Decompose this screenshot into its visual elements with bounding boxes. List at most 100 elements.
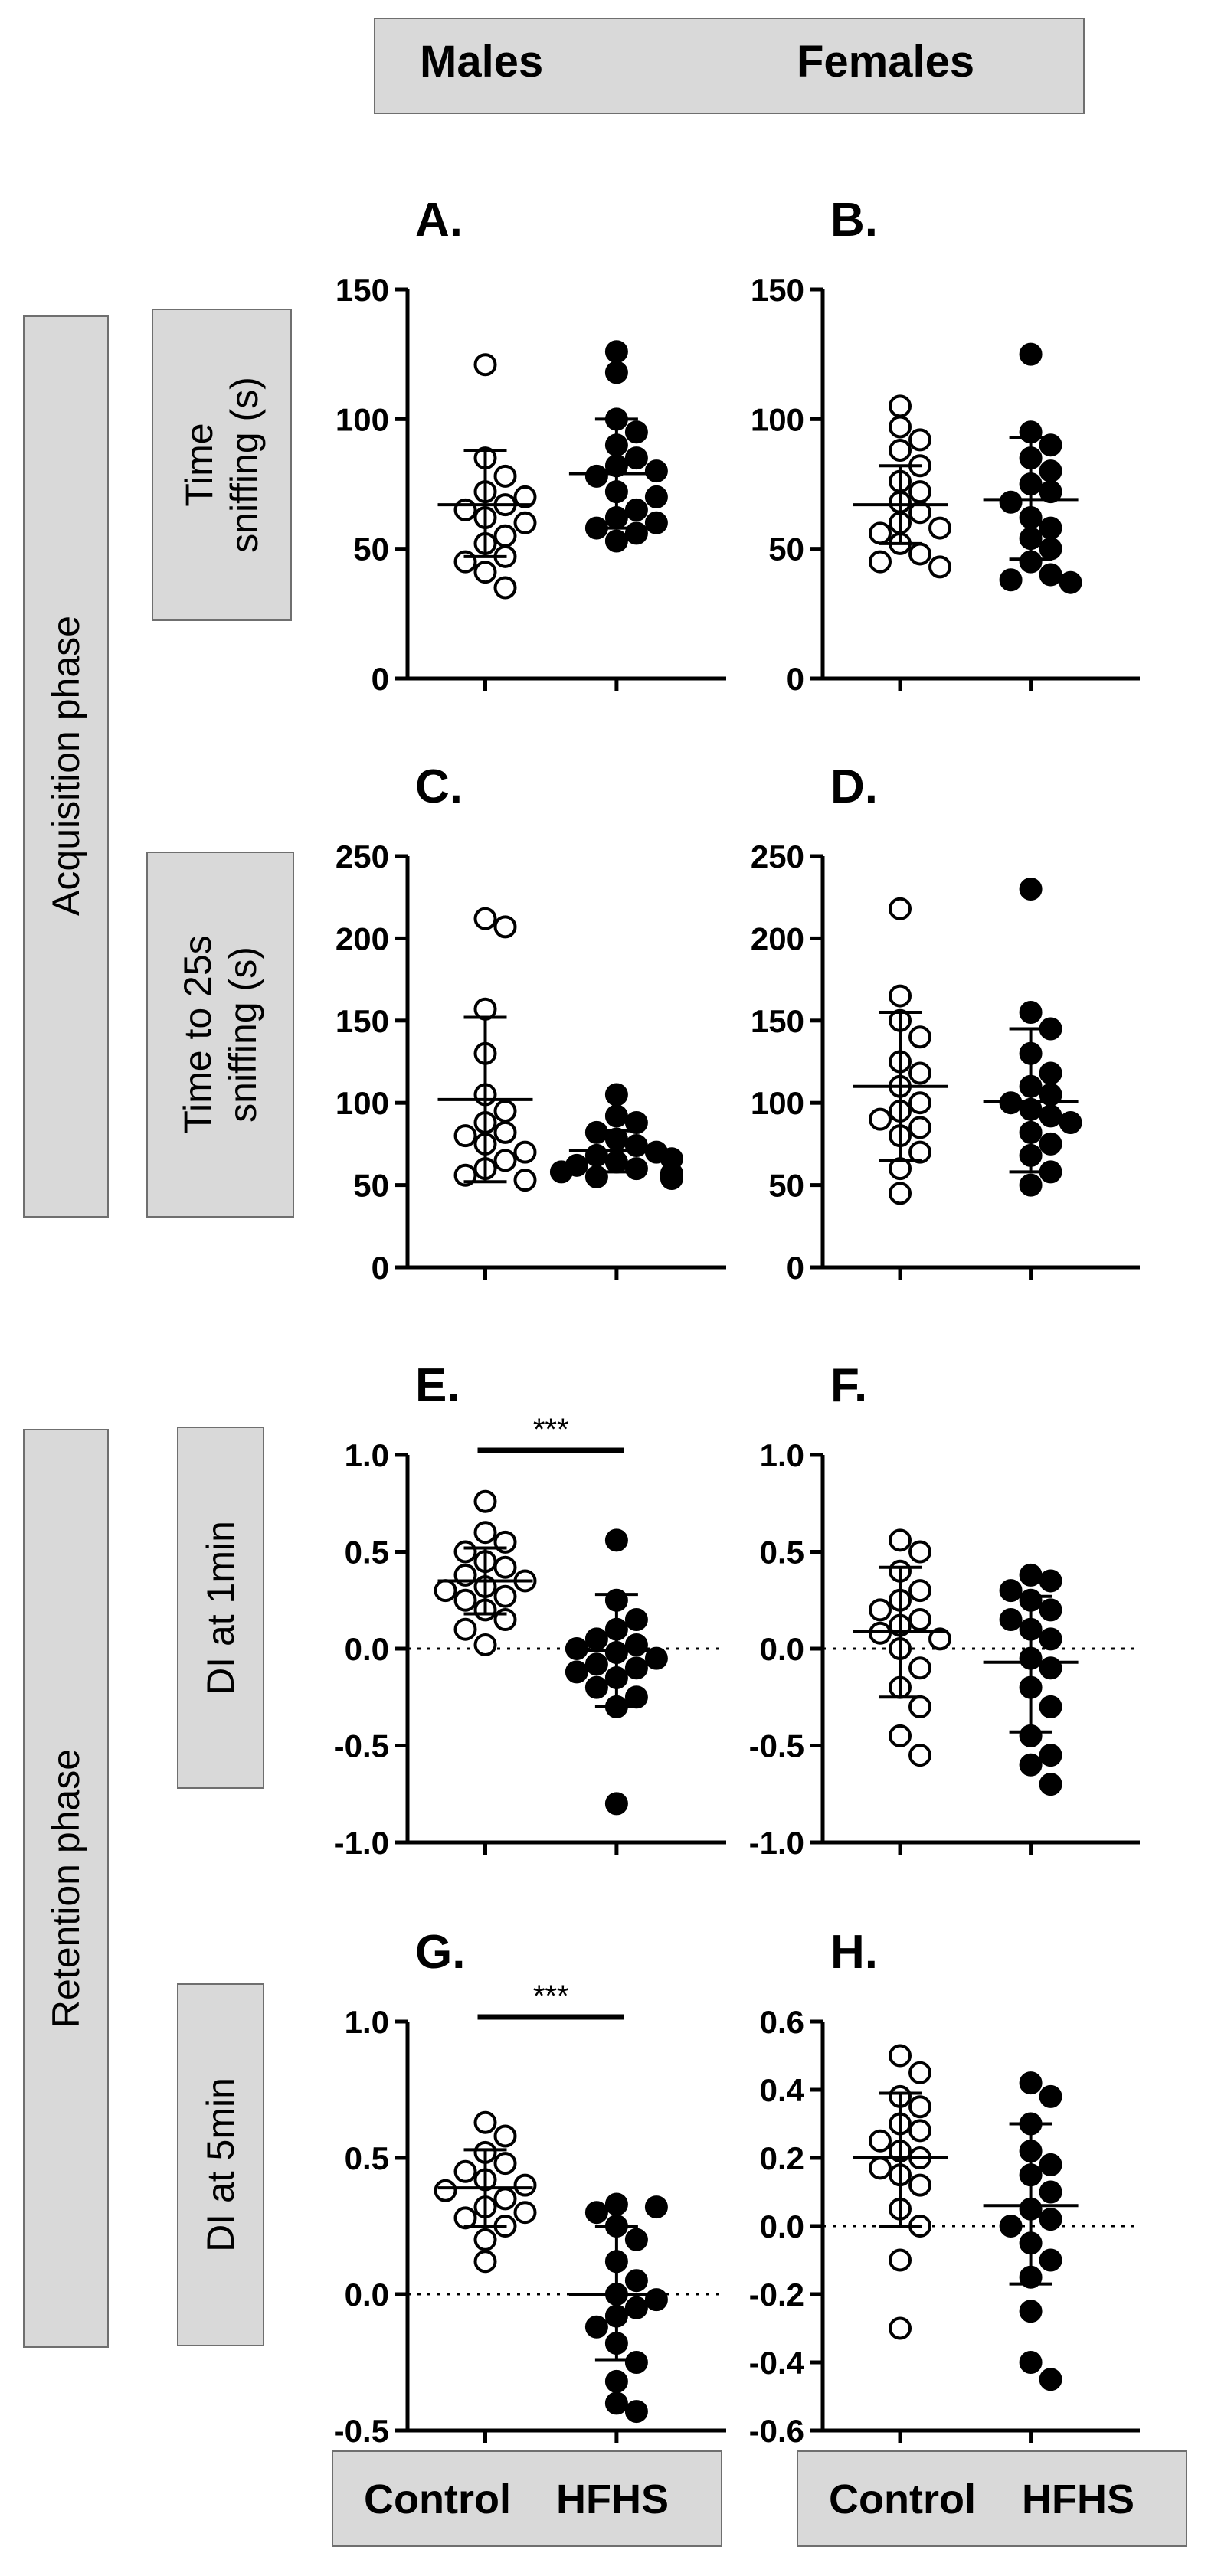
- hfhs-point: [604, 340, 628, 364]
- hfhs-point: [624, 1157, 648, 1181]
- y-tick-label: -0.2: [749, 2277, 804, 2313]
- hfhs-point: [624, 2351, 648, 2374]
- hfhs-point: [604, 529, 628, 553]
- control-point: [493, 524, 517, 548]
- control-point: [513, 485, 537, 508]
- hfhs-point: [624, 2400, 648, 2424]
- hfhs-point: [604, 2192, 628, 2216]
- y-tick-label: -0.5: [749, 1728, 804, 1764]
- hfhs-point: [624, 521, 648, 545]
- control-point: [869, 1598, 892, 1622]
- control-point: [908, 2173, 932, 2197]
- y-tick-label: 100: [336, 401, 389, 437]
- y-tick-label: 50: [768, 531, 804, 567]
- control-point: [869, 550, 892, 574]
- control-point: [453, 1124, 477, 1148]
- hfhs-point: [1059, 1110, 1082, 1134]
- panel-title: C.: [415, 760, 463, 813]
- hfhs-point: [1019, 2071, 1043, 2095]
- hfhs-point: [1059, 570, 1082, 594]
- control-point: [908, 428, 932, 452]
- control-point: [513, 2201, 537, 2225]
- hfhs-point: [584, 2315, 608, 2339]
- control-point: [453, 1540, 477, 1564]
- hfhs-point: [1039, 1744, 1062, 1767]
- control-point: [493, 2187, 517, 2211]
- hfhs-point: [584, 1627, 608, 1651]
- hfhs-point: [1019, 1753, 1043, 1777]
- control-point: [908, 1061, 932, 1085]
- header-males: Males: [420, 37, 544, 87]
- sex-header-box: [374, 18, 1085, 114]
- y-tick-label: 1.0: [345, 1437, 389, 1473]
- control-point: [908, 1608, 932, 1632]
- control-point: [493, 1120, 517, 1144]
- hfhs-point: [1039, 537, 1062, 561]
- control-point: [908, 1140, 932, 1164]
- control-point: [908, 1025, 932, 1049]
- hfhs-point: [604, 1792, 628, 1816]
- hfhs-point: [999, 568, 1023, 592]
- control-point: [513, 1140, 537, 1164]
- y-tick-label: 0.4: [760, 2072, 805, 2108]
- control-point: [869, 1621, 892, 1645]
- hfhs-point: [624, 1134, 648, 1158]
- y-tick-label: 0.5: [760, 1535, 804, 1571]
- control-point: [908, 1091, 932, 1115]
- hfhs-point: [624, 1110, 648, 1134]
- control-point: [473, 2250, 497, 2274]
- y-tick-label: -1.0: [749, 1825, 804, 1861]
- control-point: [908, 480, 932, 504]
- control-point: [513, 511, 537, 534]
- y-tick-label: 0.0: [760, 1631, 804, 1667]
- hfhs-point: [604, 1104, 628, 1128]
- hfhs-point: [1039, 1104, 1062, 1128]
- control-point: [928, 1627, 952, 1651]
- control-point: [453, 1588, 477, 1612]
- hfhs-point: [1039, 1061, 1062, 1085]
- control-point: [869, 2129, 892, 2153]
- control-point: [908, 1540, 932, 1564]
- control-point: [493, 915, 517, 939]
- control-point: [453, 498, 477, 521]
- y-tick-label: -0.5: [334, 2413, 389, 2449]
- y-tick-label: 0: [372, 1250, 389, 1286]
- panel-d: D. 0 50 100 150 200 250: [751, 760, 1140, 1286]
- control-point: [513, 2173, 537, 2197]
- footer-females-box: [797, 2450, 1187, 2547]
- y-tick-label: 150: [751, 272, 804, 308]
- control-point: [889, 394, 912, 418]
- hfhs-point: [644, 511, 668, 534]
- hfhs-point: [1039, 2084, 1062, 2108]
- control-point: [473, 561, 497, 584]
- hfhs-point: [565, 1660, 588, 1684]
- control-point: [889, 897, 912, 920]
- panel-f: F. -1.0 -0.5 0.0 0.5 1.0: [749, 1359, 1140, 1861]
- control-point: [889, 1724, 912, 1747]
- control-point: [513, 1169, 537, 1192]
- control-point: [473, 1521, 497, 1545]
- y-tick-label: 0: [372, 661, 389, 697]
- y-tick-label: 0: [787, 661, 804, 697]
- hfhs-point: [624, 498, 648, 521]
- significance-label: ***: [533, 1413, 569, 1447]
- y-tick-label: 50: [768, 1168, 804, 1204]
- y-tick-label: 0.0: [760, 2208, 804, 2244]
- control-point: [869, 521, 892, 545]
- y-tick-label: 200: [336, 920, 389, 956]
- control-point: [908, 1695, 932, 1718]
- y-tick-label: 1.0: [760, 1437, 804, 1473]
- hfhs-point: [604, 1528, 628, 1552]
- footer-males-control: Control: [364, 2476, 511, 2522]
- hfhs-point: [1019, 1563, 1043, 1587]
- footer-males-hfhs: HFHS: [556, 2476, 669, 2522]
- hfhs-point: [624, 1656, 648, 1680]
- footer-females-hfhs: HFHS: [1022, 2476, 1134, 2522]
- panel-title: E.: [415, 1359, 460, 1412]
- y-tick-label: -0.5: [334, 1728, 389, 1764]
- hfhs-point: [1039, 2180, 1062, 2204]
- control-point: [453, 1163, 477, 1187]
- y-tick-label: 0.0: [345, 1631, 389, 1667]
- hfhs-point: [1019, 1173, 1043, 1197]
- control-point: [928, 516, 952, 540]
